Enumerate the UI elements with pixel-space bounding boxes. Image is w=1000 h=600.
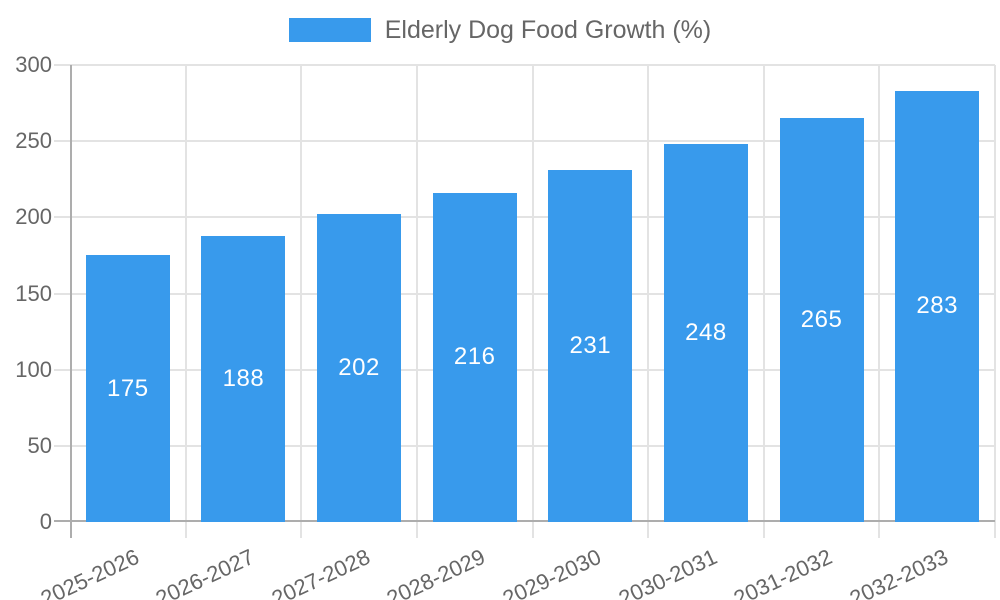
y-axis-tick-label: 100 xyxy=(15,356,52,382)
bar-value-label: 283 xyxy=(916,292,958,320)
x-gridline xyxy=(415,65,418,538)
bar-value-label: 175 xyxy=(107,374,149,402)
x-gridline xyxy=(994,65,996,538)
y-gridline xyxy=(54,64,995,66)
x-axis-tick-label: 2026-2027 xyxy=(152,544,259,600)
x-gridline xyxy=(300,65,303,538)
x-axis-tick-label: 2032-2033 xyxy=(845,544,952,600)
x-gridline xyxy=(878,65,881,538)
y-zero-tick xyxy=(54,520,70,522)
x-axis-tick-label: 2029-2030 xyxy=(498,544,605,600)
x-axis-tick-label: 2028-2029 xyxy=(383,544,490,600)
bar[interactable] xyxy=(317,214,402,522)
y-gridline xyxy=(54,292,995,295)
y-axis-tick-label: 200 xyxy=(15,204,52,230)
bar[interactable] xyxy=(201,235,286,522)
bar-value-label: 231 xyxy=(569,332,612,360)
x-axis-tick-label: 2027-2028 xyxy=(267,544,374,600)
bar-value-label: 216 xyxy=(453,343,496,371)
y-axis-tick-label: 50 xyxy=(27,432,52,458)
bar[interactable] xyxy=(779,118,864,522)
x-axis-tick-label: 2030-2031 xyxy=(614,544,721,600)
y-axis-tick-label: 300 xyxy=(15,52,52,77)
legend-swatch xyxy=(288,18,371,42)
y-gridline xyxy=(54,140,995,143)
bar[interactable] xyxy=(85,255,170,522)
bar-value-label: 188 xyxy=(222,364,265,392)
x-axis-tick-label: 2031-2032 xyxy=(730,544,837,600)
bar-value-label: 265 xyxy=(800,306,843,334)
x-gridline xyxy=(762,65,765,538)
y-axis-tick-label: 150 xyxy=(15,280,52,306)
x-gridline xyxy=(184,65,187,538)
y-axis-tick-label: 250 xyxy=(15,128,52,154)
y-gridline xyxy=(54,368,995,371)
bar[interactable] xyxy=(663,144,748,522)
legend-label: Elderly Dog Food Growth (%) xyxy=(384,16,712,44)
y-gridline xyxy=(54,216,995,219)
x-gridline xyxy=(647,65,650,538)
bar-value-label: 248 xyxy=(685,319,727,347)
y-axis-tick-label: 0 xyxy=(39,509,52,534)
x-gridline xyxy=(531,65,534,538)
bar[interactable] xyxy=(432,192,517,522)
chart-legend[interactable]: Elderly Dog Food Growth (%) xyxy=(0,16,1000,44)
x-axis-tick-label: 2025-2026 xyxy=(36,544,143,600)
y-gridline xyxy=(54,444,995,447)
bar[interactable] xyxy=(548,170,633,522)
bar-value-label: 202 xyxy=(338,354,380,382)
x-zero-tick xyxy=(70,522,72,538)
bar[interactable] xyxy=(895,90,980,522)
